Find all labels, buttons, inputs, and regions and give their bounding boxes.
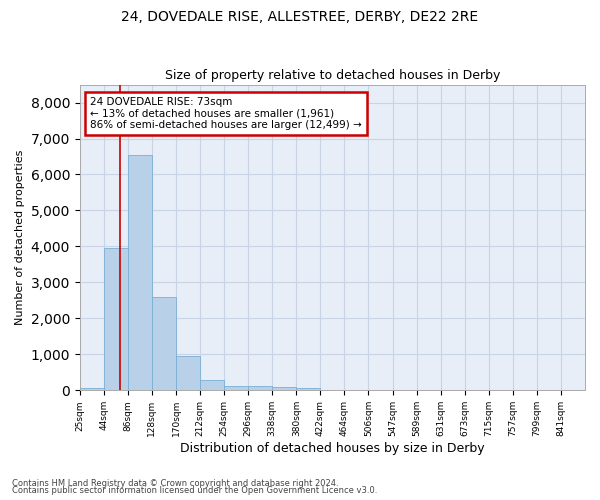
Bar [80,388,104,390]
Bar [152,297,176,390]
X-axis label: Distribution of detached houses by size in Derby: Distribution of detached houses by size … [180,442,485,455]
Bar [104,248,128,390]
Bar [296,388,320,390]
Bar [224,386,248,390]
Y-axis label: Number of detached properties: Number of detached properties [15,150,25,325]
Text: 24 DOVEDALE RISE: 73sqm
← 13% of detached houses are smaller (1,961)
86% of semi: 24 DOVEDALE RISE: 73sqm ← 13% of detache… [90,97,362,130]
Bar [272,388,296,390]
Bar [176,356,200,390]
Text: 24, DOVEDALE RISE, ALLESTREE, DERBY, DE22 2RE: 24, DOVEDALE RISE, ALLESTREE, DERBY, DE2… [121,10,479,24]
Text: Contains HM Land Registry data © Crown copyright and database right 2024.: Contains HM Land Registry data © Crown c… [12,478,338,488]
Text: Contains public sector information licensed under the Open Government Licence v3: Contains public sector information licen… [12,486,377,495]
Bar [128,154,152,390]
Bar [248,386,272,390]
Title: Size of property relative to detached houses in Derby: Size of property relative to detached ho… [165,69,500,82]
Bar [200,380,224,390]
